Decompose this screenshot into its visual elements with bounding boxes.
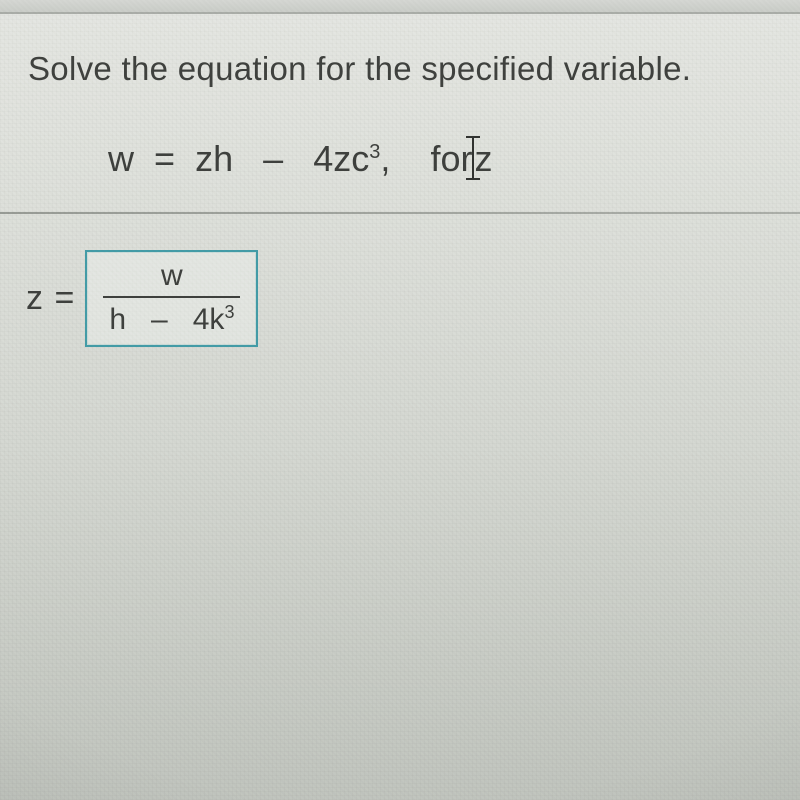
answer-input-box[interactable]: w h – 4k3 [85,250,258,347]
fraction-numerator: w [155,260,189,296]
window-top-strip [0,0,800,14]
text-caret [468,142,478,180]
den-sp2 [176,303,184,336]
den-exp: 3 [224,302,234,322]
den-minus: – [151,303,168,336]
eq-comma: , [380,138,390,180]
eq-minus: – [263,138,283,180]
eq-coef: 4zc [313,138,369,180]
eq-exp: 3 [369,141,380,163]
den-sp1 [134,303,142,336]
eq-for: for [430,138,472,180]
sp2 [243,138,253,180]
eq-term1: zh [195,138,233,180]
section-divider [0,212,800,214]
den-left: h [109,303,126,336]
equation-line: w = zh – 4zc3, forz [108,138,492,180]
fraction-denominator: h – 4k3 [103,298,240,336]
den-coef: 4k [193,303,225,336]
instruction-text: Solve the equation for the specified var… [28,50,780,88]
eq-equals [144,138,154,180]
eq-equals-sign: = [154,138,175,180]
sp1 [175,138,185,180]
content-panel: Solve the equation for the specified var… [0,14,800,800]
answer-lhs: z = [26,279,75,318]
photo-surface: Solve the equation for the specified var… [0,0,800,800]
answer-fraction: w h – 4k3 [103,260,240,335]
sp4 [400,138,420,180]
sp3 [293,138,303,180]
answer-row: z = w h – 4k3 [26,250,258,347]
eq-lhs: w [108,138,134,180]
